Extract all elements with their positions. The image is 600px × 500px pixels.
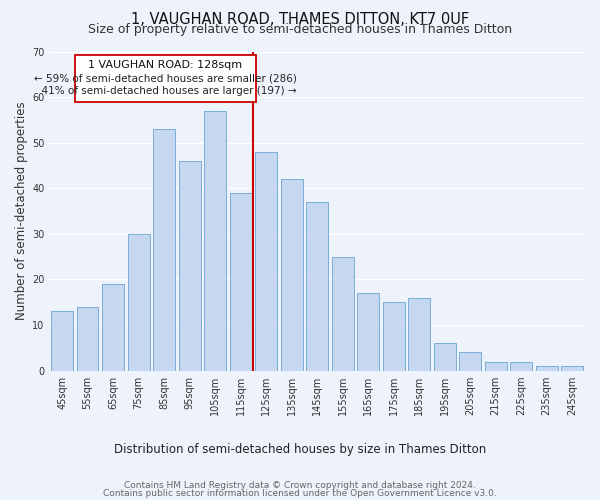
Bar xyxy=(358,293,379,370)
Bar xyxy=(179,161,200,370)
Text: ← 59% of semi-detached houses are smaller (286): ← 59% of semi-detached houses are smalle… xyxy=(34,74,297,84)
Bar xyxy=(434,344,455,370)
Bar xyxy=(256,152,277,370)
Text: 1 VAUGHAN ROAD: 128sqm: 1 VAUGHAN ROAD: 128sqm xyxy=(88,60,242,70)
Y-axis label: Number of semi-detached properties: Number of semi-detached properties xyxy=(15,102,28,320)
Bar xyxy=(562,366,583,370)
Bar xyxy=(409,298,430,370)
FancyBboxPatch shape xyxy=(75,55,256,102)
Text: 41% of semi-detached houses are larger (197) →: 41% of semi-detached houses are larger (… xyxy=(35,86,296,96)
Bar xyxy=(485,362,506,370)
Text: 1, VAUGHAN ROAD, THAMES DITTON, KT7 0UF: 1, VAUGHAN ROAD, THAMES DITTON, KT7 0UF xyxy=(131,12,469,28)
Text: Size of property relative to semi-detached houses in Thames Ditton: Size of property relative to semi-detach… xyxy=(88,22,512,36)
Bar xyxy=(77,307,98,370)
Bar xyxy=(460,352,481,370)
Bar xyxy=(205,111,226,370)
Bar xyxy=(307,202,328,370)
Bar xyxy=(332,256,353,370)
Text: Distribution of semi-detached houses by size in Thames Ditton: Distribution of semi-detached houses by … xyxy=(114,442,486,456)
Bar xyxy=(154,129,175,370)
Text: Contains HM Land Registry data © Crown copyright and database right 2024.: Contains HM Land Registry data © Crown c… xyxy=(124,481,476,490)
Bar xyxy=(511,362,532,370)
Bar xyxy=(281,179,302,370)
Bar xyxy=(52,312,73,370)
Text: Contains public sector information licensed under the Open Government Licence v3: Contains public sector information licen… xyxy=(103,489,497,498)
Bar xyxy=(128,234,149,370)
Bar xyxy=(536,366,557,370)
Bar xyxy=(383,302,404,370)
Bar xyxy=(230,193,251,370)
Bar xyxy=(103,284,124,370)
